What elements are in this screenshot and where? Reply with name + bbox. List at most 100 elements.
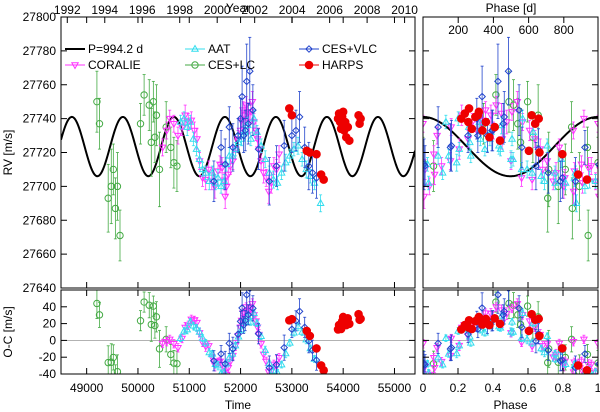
ces-vlc-oc-point-marker [242, 290, 251, 299]
ces-vlc-rv-point [265, 157, 274, 206]
ces-vlc-phase-oc-point-marker [506, 290, 511, 293]
coralie-phase-rv-point [530, 130, 539, 148]
aat-rv-point [217, 179, 226, 194]
aat-phase-rv-point [523, 160, 532, 179]
harps-rv-point-marker [319, 175, 328, 184]
harps-phase-oc-point [534, 314, 544, 324]
ces-vlc-rv-point-marker [280, 141, 289, 150]
coralie-oc-point-marker [192, 319, 202, 328]
aat-rv-point [213, 169, 223, 187]
ces-lc-oc-point-marker [112, 377, 118, 383]
aat-rv-point-marker [293, 141, 303, 149]
coralie-rv-point [218, 157, 227, 179]
coralie-phase-rv-point [579, 109, 588, 128]
ces-vlc-rv-point-marker [209, 177, 218, 186]
coralie-rv-point-marker [221, 193, 230, 202]
harps-oc-point [312, 344, 321, 353]
time-tick-label: 51000 [173, 381, 207, 395]
aat-phase-oc-point [466, 338, 475, 347]
ces-vlc-rv-point [241, 109, 250, 152]
ces-vlc-oc-point [225, 332, 234, 354]
coralie-rv-point-marker [165, 115, 174, 124]
year-tick-label: 2008 [354, 3, 381, 17]
coralie-rv-point-marker [264, 188, 273, 197]
harps-phase-rv-point [478, 126, 487, 135]
year-tick-label: 2000 [204, 3, 231, 17]
ces-lc-oc-point-marker [113, 367, 122, 374]
aat-phase-rv-point [551, 175, 560, 191]
oc-tick-label: -40 [39, 367, 57, 381]
aat-phase-oc-point [507, 317, 517, 326]
ces-vlc-rv-point [236, 97, 245, 140]
legend-label: P=994.2 d [88, 42, 143, 56]
ces-vlc-rv-point [221, 138, 230, 191]
harps-rv-point [356, 114, 365, 123]
coralie-phase-rv-point-marker [587, 163, 596, 171]
harps-phase-rv-point-marker [558, 149, 567, 159]
legend-entry-ces-vlc: CES+VLC [299, 42, 377, 56]
ces-vlc-phase-oc-point [581, 345, 589, 363]
coralie-phase-rv-point-marker [579, 115, 588, 124]
ces-vlc-rv-point [248, 84, 257, 136]
rv-axis-title: RV [m/s] [1, 130, 15, 176]
ces-lc-phase-rv-point [584, 209, 592, 262]
harps-rv-point-marker [356, 114, 365, 123]
coralie-oc-point-marker [259, 351, 268, 359]
aat-rv-point [269, 170, 278, 189]
aat-oc-point [192, 323, 201, 332]
aat-phase-rv-point [509, 152, 518, 167]
ces-lc-rv-point-marker [151, 133, 159, 141]
harps-rv-point-marker [338, 107, 348, 117]
harps-oc-point [345, 319, 354, 329]
ces-vlc-oc-point-marker [272, 360, 281, 369]
aat-phase-oc-point [452, 348, 461, 359]
ces-vlc-phase-rv-point-marker [500, 113, 509, 121]
ces-lc-phase-oc-point-marker [543, 358, 552, 367]
aat-phase-rv-point-marker [529, 127, 538, 135]
ces-vlc-oc-point-marker [287, 325, 296, 334]
coralie-rv-point [158, 138, 167, 157]
ces-vlc-phase-rv-point [595, 138, 598, 191]
aat-oc-point-marker [198, 333, 207, 341]
coralie-phase-rv-point-marker [543, 158, 552, 166]
frame-oc-phase [422, 289, 599, 375]
aat-rv-point-marker [176, 117, 185, 125]
aat-phase-oc-point [434, 353, 443, 363]
harps-phase-rv-point-marker [573, 170, 583, 179]
aat-phase-rv-point [452, 153, 461, 172]
harps-phase-rv-point [573, 170, 583, 179]
aat-phase-oc-point [425, 368, 432, 374]
legend-entry-ces-lc: CES+LC [185, 58, 255, 72]
ces-lc-rv-point [136, 102, 145, 145]
ces-lc-phase-rv-point-marker [545, 165, 553, 174]
aat-phase-oc-point [509, 327, 518, 336]
ces-vlc-oc-point-marker [280, 343, 289, 352]
legend-label: AAT [208, 42, 231, 56]
ces-vlc-oc-point [234, 325, 242, 344]
aat-phase-rv-point [507, 131, 517, 147]
aat-rv-point [261, 150, 270, 169]
coralie-phase-oc-point-marker [425, 371, 434, 374]
aat-phase-oc-point-marker [592, 367, 598, 374]
ces-vlc-phase-rv-point-marker [504, 67, 513, 76]
aat-rv-point-marker [231, 144, 240, 152]
harps-phase-oc-point [558, 344, 567, 353]
aat-rv-point-marker [269, 175, 278, 183]
aat-phase-rv-point-marker [572, 198, 581, 207]
ces-vlc-oc-point-marker [228, 345, 237, 353]
time-rv-points [93, 36, 365, 262]
model-curve-phase [423, 115, 598, 178]
phase-tick-label: 0.6 [520, 381, 537, 395]
oc-tick-label: 40 [43, 300, 57, 314]
coralie-rv-point-marker [262, 175, 271, 183]
ces-lc-oc-point-marker [145, 301, 153, 309]
ces-vlc-oc-point [265, 355, 274, 374]
legend-entry-harps: HARPS [299, 58, 363, 72]
ces-lc-rv-point [147, 108, 155, 177]
harps-oc-point-marker [305, 331, 315, 341]
harps-phase-oc-point-marker [467, 324, 477, 334]
aat-oc-point-marker [220, 367, 228, 374]
phase-days-tick-label: 200 [448, 23, 468, 37]
ces-vlc-rv-point-marker [221, 160, 230, 169]
ces-vlc-phase-oc-point-marker [447, 343, 456, 352]
